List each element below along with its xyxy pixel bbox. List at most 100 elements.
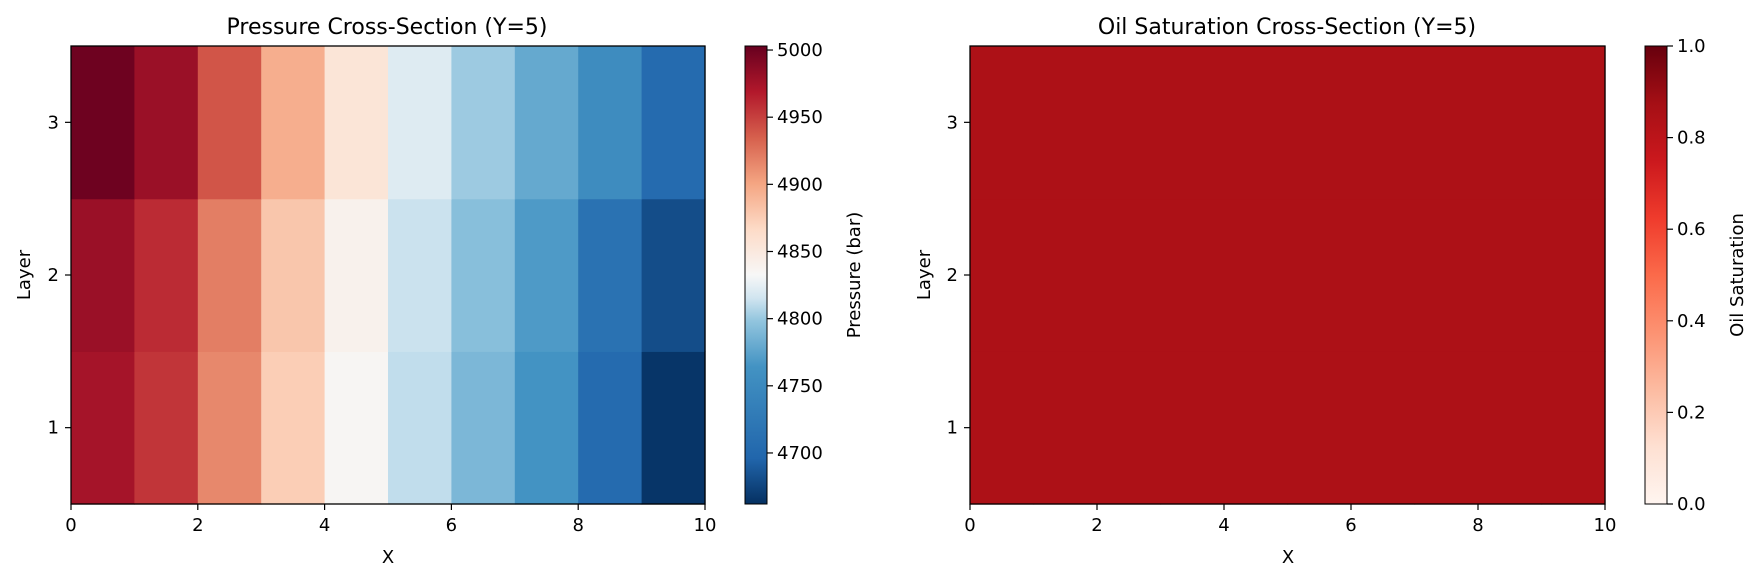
- pressure-cell-layer1-x4: [324, 351, 389, 505]
- oil-saturation-cell-layer1-x2: [1097, 351, 1162, 505]
- oil-saturation-x-tick-label: 2: [1091, 515, 1102, 536]
- oil-saturation-panel: Oil Saturation Cross-Section (Y=5) 0 2 4 6 8…: [914, 15, 1748, 568]
- pressure-cell-layer1-x5: [388, 351, 452, 505]
- oil-saturation-cell-layer1-x3: [1160, 351, 1225, 505]
- pressure-cell-layer2-x2: [197, 198, 262, 352]
- oil-saturation-cell-layer3-x7: [1414, 46, 1479, 200]
- oil-saturation-colorbar: [1644, 45, 1668, 505]
- oil-saturation-y-tick-label: 1: [947, 418, 958, 439]
- oil-saturation-cell-layer1-x4: [1224, 351, 1289, 505]
- pressure-x-axis-label: X: [382, 547, 394, 568]
- pressure-cell-layer2-x1: [134, 198, 199, 352]
- oil-saturation-cell-layer3-x4: [1224, 46, 1289, 200]
- pressure-cell-layer1-x3: [261, 351, 326, 505]
- oil-saturation-colorbar-tick-label: 0.8: [1677, 128, 1706, 149]
- oil-saturation-cell-layer3-x5: [1287, 46, 1352, 200]
- pressure-cell-layer3-x6: [451, 46, 516, 200]
- pressure-x-tick-label: 10: [694, 515, 717, 536]
- oil-saturation-x-axis-label: X: [1282, 547, 1294, 568]
- oil-saturation-y-axis-label: Layer: [914, 249, 935, 300]
- pressure-x-ticks: 0 2 4 6 8 10: [65, 504, 716, 536]
- oil-saturation-cell-layer2-x4: [1224, 198, 1289, 352]
- oil-saturation-colorbar-tick-label: 0.6: [1677, 219, 1706, 240]
- oil-saturation-x-tick-label: 10: [1594, 515, 1617, 536]
- oil-saturation-colorbar-tick-label: 0.2: [1677, 402, 1706, 423]
- pressure-colorbar-tick-label: 4750: [777, 376, 823, 397]
- oil-saturation-cell-layer2-x2: [1097, 198, 1162, 352]
- pressure-x-tick-label: 2: [192, 515, 203, 536]
- pressure-y-axis-label: Layer: [14, 249, 35, 300]
- pressure-cell-layer2-x4: [324, 198, 389, 352]
- oil-saturation-cell-layer2-x7: [1414, 198, 1479, 352]
- pressure-colorbar-tick-label: 4850: [777, 241, 823, 262]
- oil-saturation-cell-layer1-x5: [1287, 351, 1352, 505]
- oil-saturation-cell-layer2-x1: [1033, 198, 1098, 352]
- oil-saturation-heatmap-cells: [970, 46, 1606, 505]
- pressure-cell-layer3-x1: [134, 46, 199, 200]
- pressure-y-tick-label: 3: [48, 112, 59, 133]
- pressure-colorbar-tick-label: 4700: [777, 443, 823, 464]
- pressure-cell-layer1-x9: [641, 351, 706, 505]
- pressure-cell-layer2-x3: [261, 198, 326, 352]
- oil-saturation-cell-layer3-x0: [970, 46, 1035, 200]
- pressure-cell-layer1-x1: [134, 351, 199, 505]
- pressure-x-tick-label: 6: [446, 515, 457, 536]
- oil-saturation-cell-layer2-x9: [1541, 198, 1606, 352]
- oil-saturation-cell-layer2-x5: [1287, 198, 1352, 352]
- oil-saturation-cell-layer2-x6: [1351, 198, 1416, 352]
- pressure-cell-layer3-x8: [578, 46, 643, 200]
- oil-saturation-cell-layer3-x9: [1541, 46, 1606, 200]
- oil-saturation-x-tick-label: 4: [1218, 515, 1229, 536]
- pressure-cell-layer3-x7: [514, 46, 579, 200]
- pressure-x-tick-label: 4: [319, 515, 330, 536]
- pressure-y-ticks: 1 2 3: [48, 112, 71, 439]
- pressure-cell-layer3-x9: [641, 46, 706, 200]
- pressure-x-tick-label: 8: [572, 515, 583, 536]
- pressure-cell-layer2-x8: [578, 198, 643, 352]
- pressure-cell-layer1-x0: [71, 351, 135, 505]
- oil-saturation-colorbar-ticks: 0.0 0.2 0.4 0.6 0.8 1.0: [1667, 36, 1706, 515]
- pressure-colorbar-tick-label: 5000: [777, 40, 823, 61]
- oil-saturation-cell-layer2-x3: [1160, 198, 1225, 352]
- pressure-cell-layer1-x2: [197, 351, 262, 505]
- oil-saturation-colorbar-tick-label: 1.0: [1677, 36, 1706, 57]
- pressure-colorbar-tick-label: 4900: [777, 174, 823, 195]
- pressure-cell-layer3-x2: [197, 46, 262, 200]
- pressure-cell-layer3-x4: [324, 46, 389, 200]
- oil-saturation-x-tick-label: 6: [1345, 515, 1356, 536]
- oil-saturation-cell-layer2-x0: [970, 198, 1035, 352]
- pressure-cell-layer2-x7: [514, 198, 579, 352]
- oil-saturation-colorbar-tick-label: 0.4: [1677, 311, 1706, 332]
- oil-saturation-cell-layer1-x0: [970, 351, 1035, 505]
- pressure-chart-title: Pressure Cross-Section (Y=5): [227, 15, 548, 40]
- oil-saturation-x-ticks: 0 2 4 6 8 10: [964, 504, 1616, 536]
- oil-saturation-cell-layer2-x8: [1478, 198, 1543, 352]
- pressure-cell-layer2-x0: [71, 198, 135, 352]
- pressure-colorbar-label: Pressure (bar): [844, 212, 865, 338]
- oil-saturation-y-tick-label: 3: [947, 112, 958, 133]
- oil-saturation-colorbar-tick-label: 0.0: [1677, 494, 1706, 515]
- oil-saturation-cell-layer1-x6: [1351, 351, 1416, 505]
- pressure-cell-layer2-x9: [641, 198, 706, 352]
- oil-saturation-cell-layer3-x2: [1097, 46, 1162, 200]
- pressure-cell-layer1-x6: [451, 351, 516, 505]
- pressure-colorbar: [744, 45, 768, 505]
- oil-saturation-y-ticks: 1 2 3: [947, 112, 970, 439]
- pressure-cell-layer1-x7: [514, 351, 579, 505]
- pressure-colorbar-tick-label: 4800: [777, 309, 823, 330]
- oil-saturation-cell-layer1-x8: [1478, 351, 1543, 505]
- pressure-cell-layer3-x5: [388, 46, 452, 200]
- pressure-cell-layer1-x8: [578, 351, 643, 505]
- oil-saturation-cell-layer1-x7: [1414, 351, 1479, 505]
- oil-saturation-cell-layer1-x1: [1033, 351, 1098, 505]
- pressure-y-tick-label: 1: [48, 418, 59, 439]
- pressure-y-tick-label: 2: [48, 265, 59, 286]
- oil-saturation-cell-layer3-x3: [1160, 46, 1225, 200]
- oil-saturation-x-tick-label: 8: [1472, 515, 1483, 536]
- pressure-colorbar-ticks: 4700 4750 4800 4850 4900 4950 5000: [767, 40, 823, 464]
- pressure-cell-layer2-x5: [388, 198, 452, 352]
- pressure-colorbar-tick-label: 4950: [777, 107, 823, 128]
- pressure-cell-layer3-x3: [261, 46, 326, 200]
- oil-saturation-cell-layer1-x9: [1541, 351, 1606, 505]
- oil-saturation-colorbar-label: Oil Saturation: [1727, 213, 1748, 337]
